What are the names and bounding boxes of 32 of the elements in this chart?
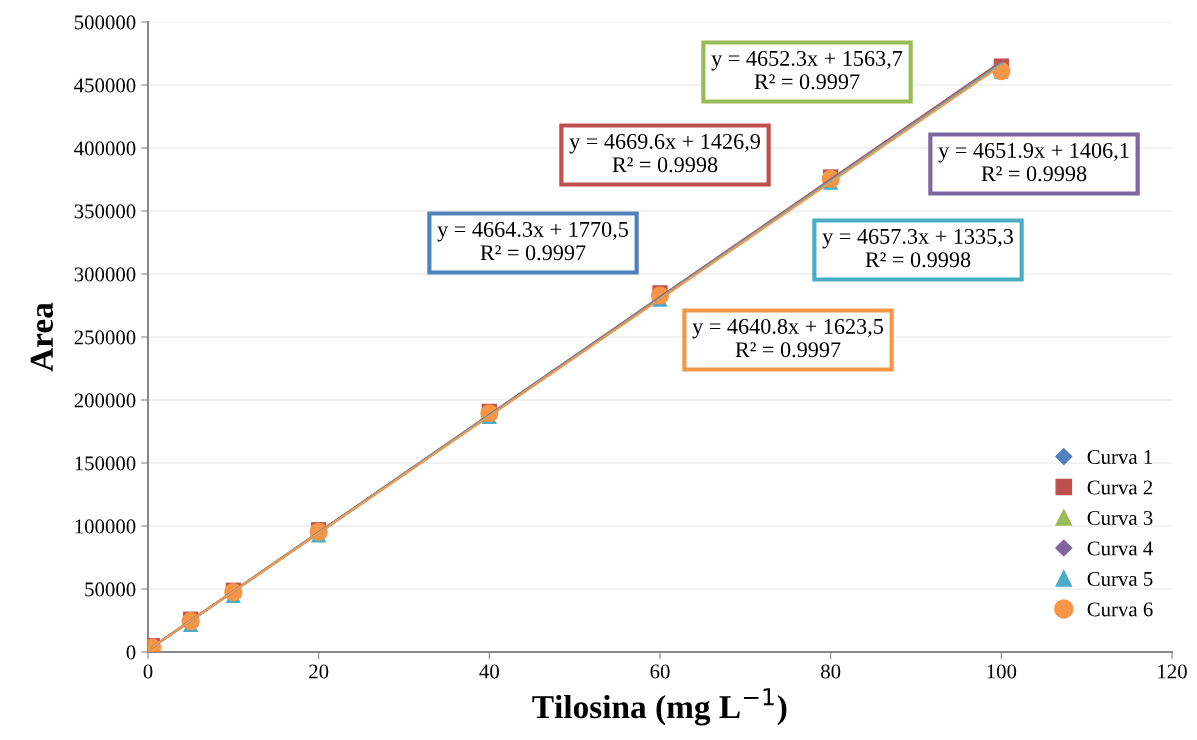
y-tick-label: 200000 bbox=[74, 393, 136, 408]
y-axis-title: Area bbox=[30, 302, 54, 372]
legend-label: Curva 5 bbox=[1087, 571, 1153, 586]
annotation: y = 4657.3x + 1335,3 R² = 0.9998 bbox=[822, 228, 1013, 268]
annotation: y = 4669.6x + 1426,9 R² = 0.9998 bbox=[569, 133, 760, 173]
x-tick-label: 0 bbox=[143, 664, 153, 679]
x-tick-label: 120 bbox=[1158, 664, 1187, 679]
y-tick-label: 350000 bbox=[74, 204, 136, 219]
legend-label: Curva 1 bbox=[1087, 450, 1152, 465]
x-axis-title: Tilosina (mg L$^{−1}$) bbox=[532, 688, 787, 726]
y-tick-label: 150000 bbox=[75, 456, 136, 471]
y-tick-label: 100000 bbox=[75, 519, 136, 534]
y-tick-label: 500000 bbox=[74, 15, 136, 30]
x-tick-label: 80 bbox=[821, 664, 841, 679]
annotation: y = 4640.8x + 1623,5 R² = 0.9997 bbox=[692, 318, 883, 358]
x-tick-label: 40 bbox=[479, 664, 499, 679]
y-tick-label: 250000 bbox=[74, 330, 136, 345]
x-tick-label: 20 bbox=[309, 664, 329, 679]
y-tick-label: 450000 bbox=[74, 78, 136, 93]
y-tick-label: 400000 bbox=[74, 141, 136, 156]
x-tick-label: 60 bbox=[650, 664, 670, 679]
x-tick-label: 100 bbox=[987, 664, 1017, 679]
annotation: y = 4652.3x + 1563,7 R² = 0.9997 bbox=[711, 50, 903, 90]
y-tick-label: 0 bbox=[126, 645, 136, 660]
legend-label: Curva 4 bbox=[1087, 541, 1153, 556]
annotation: y = 4664.3x + 1770,5 R² = 0.9997 bbox=[437, 221, 628, 261]
legend-label: Curva 6 bbox=[1087, 602, 1153, 617]
y-tick-label: 50000 bbox=[85, 582, 136, 597]
y-tick-label: 300000 bbox=[74, 267, 136, 282]
legend-label: Curva 3 bbox=[1087, 510, 1153, 525]
annotation: y = 4651.9x + 1406,1 R² = 0.9998 bbox=[938, 142, 1129, 182]
legend-label: Curva 2 bbox=[1087, 480, 1153, 495]
